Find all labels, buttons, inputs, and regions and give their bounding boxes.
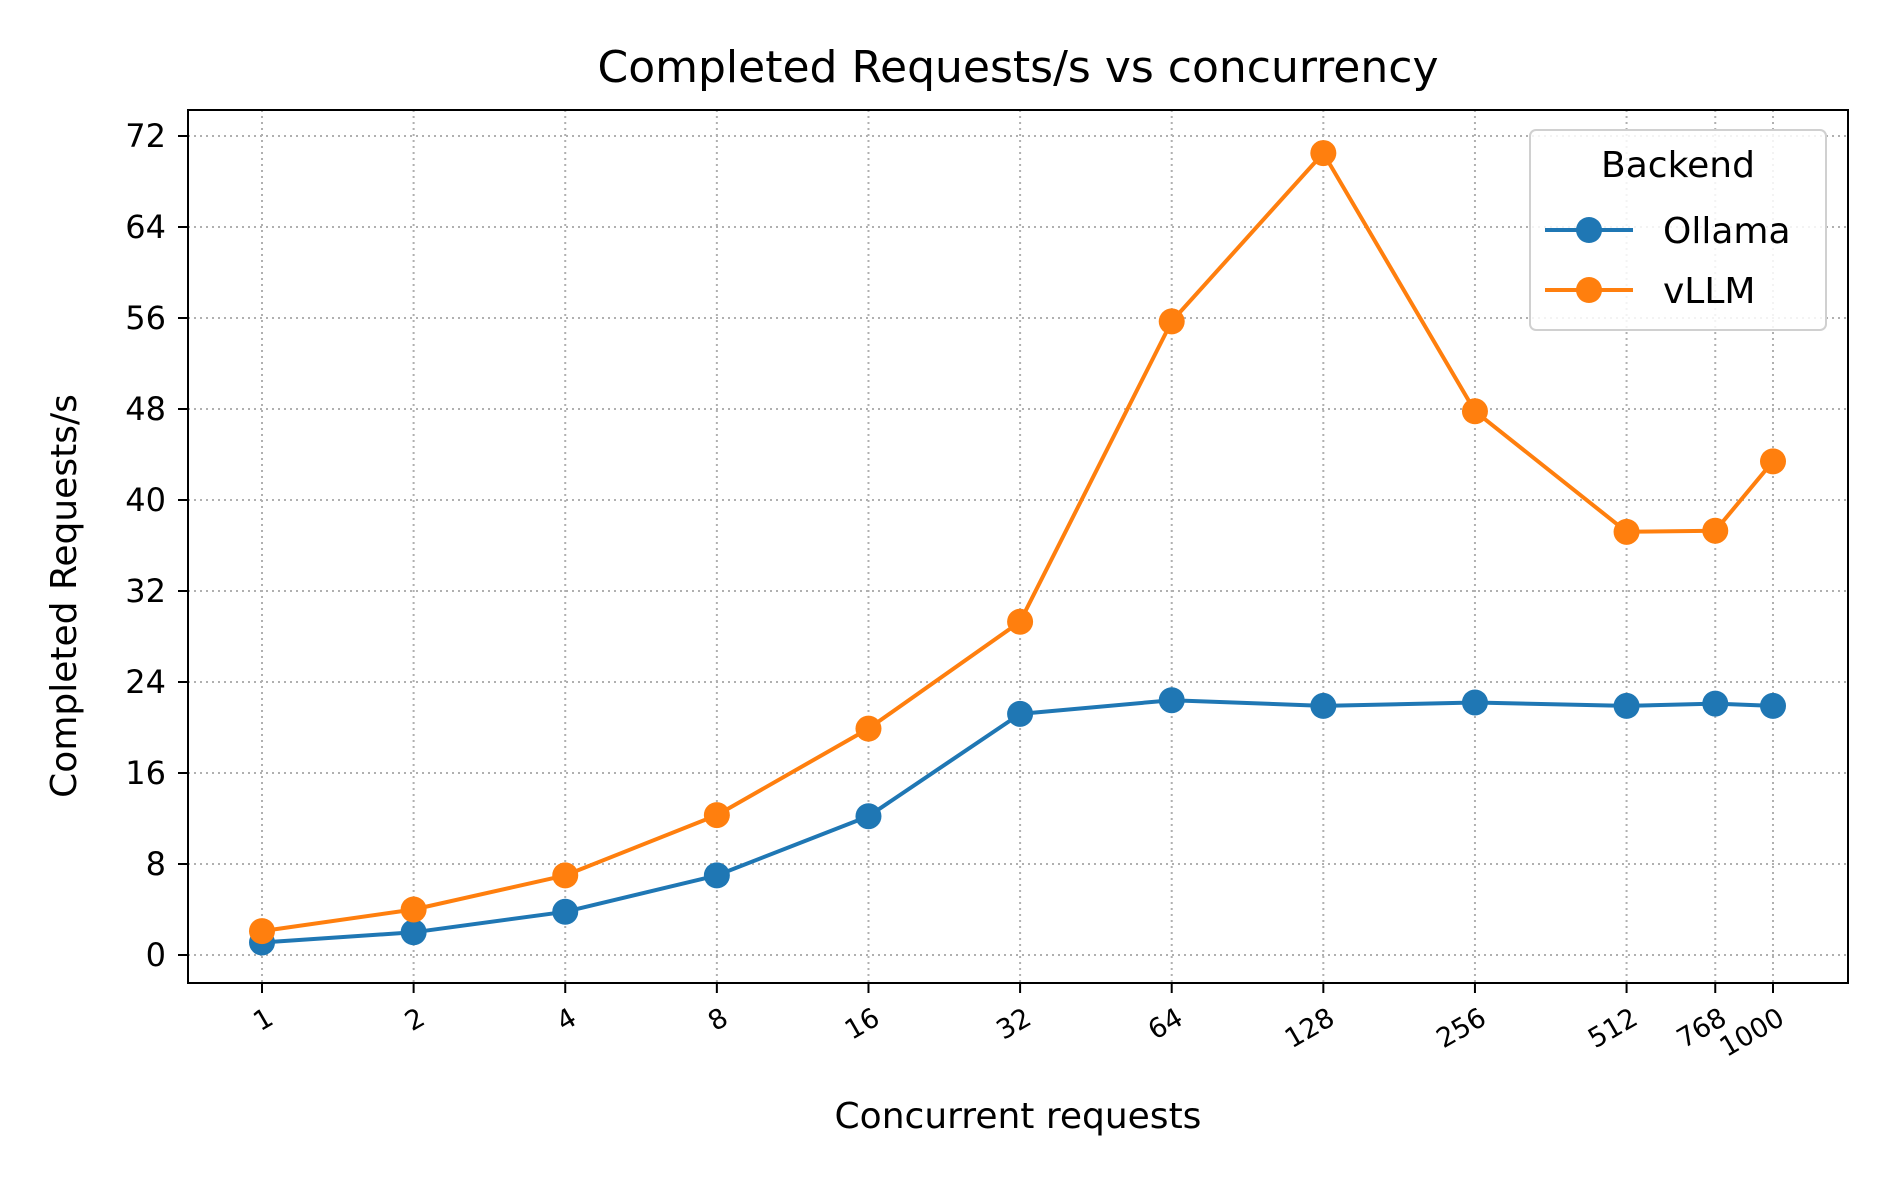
x-tick-label: 64 xyxy=(1143,1002,1188,1046)
data-point-vllm-64 xyxy=(1158,308,1185,335)
y-axis-label: Completed Requests/s xyxy=(44,394,85,798)
data-point-vllm-1000 xyxy=(1760,448,1786,475)
data-point-vllm-32 xyxy=(1007,608,1034,635)
y-tick-label: 64 xyxy=(125,208,166,246)
x-tick-label: 8 xyxy=(703,1002,733,1037)
y-tick-label: 8 xyxy=(146,845,166,883)
x-tick-label: 1 xyxy=(248,1002,278,1037)
y-tick-label: 48 xyxy=(125,390,166,428)
series-layer xyxy=(249,140,1786,956)
x-tick-label: 16 xyxy=(840,1002,885,1046)
y-tick-label: 40 xyxy=(125,481,166,519)
data-point-vllm-1 xyxy=(249,918,275,945)
data-point-vllm-8 xyxy=(703,802,730,829)
data-point-ollama-16 xyxy=(855,803,882,830)
data-point-ollama-256 xyxy=(1461,689,1488,716)
y-tick-label: 32 xyxy=(125,572,166,610)
y-tick-label: 56 xyxy=(125,299,166,337)
legend-marker-vllm xyxy=(1576,277,1602,303)
legend-marker-ollama xyxy=(1576,217,1602,243)
data-point-vllm-768 xyxy=(1702,517,1729,544)
data-point-ollama-64 xyxy=(1158,687,1185,714)
x-tick-label: 32 xyxy=(991,1002,1036,1046)
data-point-vllm-256 xyxy=(1461,398,1488,425)
data-point-ollama-32 xyxy=(1007,700,1034,727)
x-tick-label: 128 xyxy=(1280,1002,1340,1055)
legend-box xyxy=(1529,129,1827,331)
data-point-ollama-4 xyxy=(552,898,579,925)
y-tick-label: 72 xyxy=(125,117,166,155)
data-point-ollama-8 xyxy=(703,862,730,889)
legend: Backend Ollama vLLM xyxy=(1529,129,1827,331)
legend-title: Backend xyxy=(1601,145,1755,186)
x-tick-label: 1000 xyxy=(1715,1002,1790,1063)
data-point-ollama-1000 xyxy=(1760,692,1786,719)
x-tick-label: 256 xyxy=(1431,1002,1491,1055)
chart-title: Completed Requests/s vs concurrency xyxy=(597,42,1438,93)
data-point-vllm-512 xyxy=(1613,518,1640,545)
data-point-ollama-768 xyxy=(1702,690,1729,717)
x-tick-label: 2 xyxy=(400,1002,430,1037)
x-tick-label: 512 xyxy=(1583,1002,1643,1055)
x-axis-label: Concurrent requests xyxy=(835,1096,1202,1137)
data-point-ollama-512 xyxy=(1613,692,1640,719)
data-point-vllm-16 xyxy=(855,715,882,742)
data-point-vllm-128 xyxy=(1310,140,1337,167)
data-point-ollama-128 xyxy=(1310,692,1337,719)
x-tick-label: 4 xyxy=(551,1002,581,1037)
y-tick-label: 24 xyxy=(125,663,166,701)
y-tick-label: 0 xyxy=(146,936,166,974)
y-tick-label: 16 xyxy=(125,754,166,792)
data-point-vllm-4 xyxy=(552,862,579,889)
grid xyxy=(188,110,1848,983)
legend-label-ollama: Ollama xyxy=(1663,211,1791,252)
series-line-ollama xyxy=(261,698,1774,945)
legend-label-vllm: vLLM xyxy=(1663,271,1755,312)
series-line-vllm xyxy=(261,151,1775,934)
data-point-ollama-2 xyxy=(400,919,427,946)
plot-frame xyxy=(187,109,1849,984)
data-point-vllm-2 xyxy=(400,896,427,923)
